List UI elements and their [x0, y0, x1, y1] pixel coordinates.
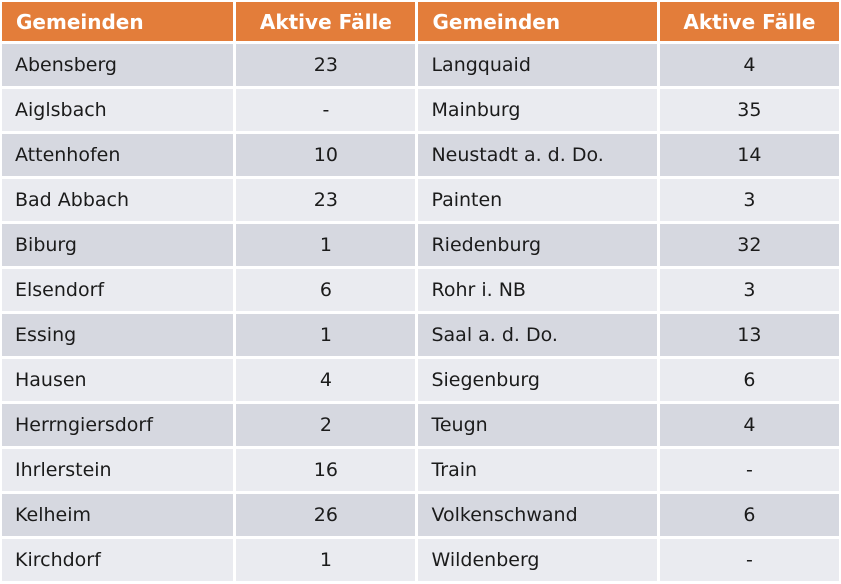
active-cases-value: 1	[236, 314, 416, 356]
active-cases-value: 16	[236, 449, 416, 491]
municipality-name: Kirchdorf	[2, 539, 234, 581]
active-cases-value: 6	[236, 269, 416, 311]
municipality-name: Elsendorf	[2, 269, 234, 311]
municipality-name: Biburg	[2, 224, 234, 266]
table-row: Bad Abbach 23 Painten 3	[2, 179, 839, 221]
active-cases-value: 14	[659, 134, 839, 176]
table-row: Attenhofen 10 Neustadt a. d. Do. 14	[2, 134, 839, 176]
municipality-name: Mainburg	[418, 89, 657, 131]
municipality-name: Aiglsbach	[2, 89, 234, 131]
table-row: Herrngiersdorf 2 Teugn 4	[2, 404, 839, 446]
municipality-name: Wildenberg	[418, 539, 657, 581]
table-body: Abensberg 23 Langquaid 4 Aiglsbach - Mai…	[2, 44, 839, 581]
municipality-name: Attenhofen	[2, 134, 234, 176]
header-aktive-faelle-left: Aktive Fälle	[236, 2, 416, 41]
municipality-name: Hausen	[2, 359, 234, 401]
table-row: Aiglsbach - Mainburg 35	[2, 89, 839, 131]
municipality-name: Essing	[2, 314, 234, 356]
active-cases-value: 4	[659, 404, 839, 446]
active-cases-value: 1	[236, 539, 416, 581]
table-row: Abensberg 23 Langquaid 4	[2, 44, 839, 86]
active-cases-value: 3	[659, 179, 839, 221]
active-cases-value: 1	[236, 224, 416, 266]
active-cases-value: 23	[236, 44, 416, 86]
municipality-name: Bad Abbach	[2, 179, 234, 221]
table-header-row: Gemeinden Aktive Fälle Gemeinden Aktive …	[2, 2, 839, 41]
active-cases-value: 6	[659, 494, 839, 536]
municipality-name: Painten	[418, 179, 657, 221]
active-cases-value: 13	[659, 314, 839, 356]
active-cases-value: 4	[236, 359, 416, 401]
municipality-name: Teugn	[418, 404, 657, 446]
active-cases-value: 6	[659, 359, 839, 401]
table-row: Essing 1 Saal a. d. Do. 13	[2, 314, 839, 356]
municipality-name: Train	[418, 449, 657, 491]
active-cases-value: 3	[659, 269, 839, 311]
header-gemeinden-right: Gemeinden	[418, 2, 657, 41]
header-aktive-faelle-right: Aktive Fälle	[659, 2, 839, 41]
active-cases-value: 26	[236, 494, 416, 536]
active-cases-value: -	[659, 449, 839, 491]
table-row: Kelheim 26 Volkenschwand 6	[2, 494, 839, 536]
municipality-name: Rohr i. NB	[418, 269, 657, 311]
active-cases-value: -	[659, 539, 839, 581]
municipality-name: Kelheim	[2, 494, 234, 536]
municipality-name: Ihrlerstein	[2, 449, 234, 491]
municipality-name: Saal a. d. Do.	[418, 314, 657, 356]
municipality-name: Abensberg	[2, 44, 234, 86]
header-gemeinden-left: Gemeinden	[2, 2, 234, 41]
table-row: Hausen 4 Siegenburg 6	[2, 359, 839, 401]
active-cases-value: 10	[236, 134, 416, 176]
table-row: Biburg 1 Riedenburg 32	[2, 224, 839, 266]
municipality-name: Siegenburg	[418, 359, 657, 401]
municipality-name: Riedenburg	[418, 224, 657, 266]
table-row: Elsendorf 6 Rohr i. NB 3	[2, 269, 839, 311]
table-row: Ihrlerstein 16 Train -	[2, 449, 839, 491]
municipality-name: Langquaid	[418, 44, 657, 86]
active-cases-value: 23	[236, 179, 416, 221]
active-cases-value: 32	[659, 224, 839, 266]
active-cases-value: 2	[236, 404, 416, 446]
active-cases-value: 35	[659, 89, 839, 131]
municipality-name: Volkenschwand	[418, 494, 657, 536]
municipality-name: Herrngiersdorf	[2, 404, 234, 446]
table-row: Kirchdorf 1 Wildenberg -	[2, 539, 839, 581]
municipality-name: Neustadt a. d. Do.	[418, 134, 657, 176]
active-cases-value: 4	[659, 44, 839, 86]
active-cases-value: -	[236, 89, 416, 131]
